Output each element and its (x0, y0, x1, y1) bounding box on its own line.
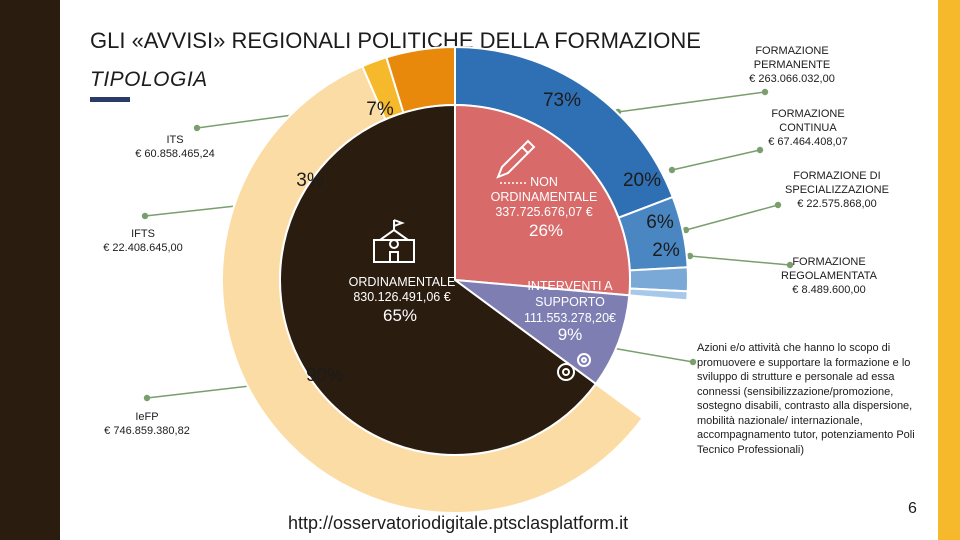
page-subtitle: TIPOLOGIA (90, 68, 208, 91)
interventi-label: INTERVENTI A SUPPORTO 111.553.278,20€ (508, 278, 632, 326)
leader-line-formazione-permanente (617, 91, 766, 113)
leader-dot-formazione-permanente-1 (761, 88, 769, 96)
iefp-amount: € 746.859.380,82 (104, 425, 190, 437)
leader-dot-its-1 (193, 124, 201, 132)
percent-labels: 73% 20% 6% 2% 90% 3% 7% (296, 90, 680, 386)
ifts-amount: € 22.408.645,00 (103, 242, 183, 254)
leader-line-formazione-di-specializzazione (685, 204, 779, 231)
ordinamentale-pct: 65% (382, 306, 418, 325)
outer-slice-formazione-regolamentata (628, 287, 689, 302)
regolamentata-amount: € 8.489.600,00 (792, 284, 866, 296)
ordinamentale-amount: 830.126.491,06 € (353, 290, 451, 304)
interventi-name: INTERVENTI A SUPPORTO (527, 279, 613, 309)
pct-label-formazione-continua: 20% (623, 170, 661, 191)
pct-label-formazione-di-specializzazione: 6% (646, 212, 674, 233)
non-ordinamentale-amount: 337.725.676,07 € (495, 205, 593, 219)
pct-label-formazione-regolamentata: 2% (652, 240, 680, 261)
outer-ring (221, 45, 689, 514)
non-ordinamentale-name: NON ORDINAMENTALE (490, 175, 598, 204)
continua-label: FORMAZIONE CONTINUA € 67.464.408,07 (756, 107, 860, 149)
continua-name: FORMAZIONE CONTINUA (771, 108, 845, 134)
leader-dot-formazione-continua-1 (756, 146, 764, 154)
interventi-amount: 111.553.278,20€ (524, 311, 616, 325)
ordinamentale-name: ORDINAMENTALE (348, 275, 456, 289)
specializzazione-name: FORMAZIONE DI SPECIALIZZAZIONE (785, 170, 889, 196)
segment-icons (373, 139, 591, 381)
gears-icon (557, 353, 591, 381)
permanente-name: FORMAZIONE PERMANENTE (753, 45, 831, 71)
regolamentata-name: FORMAZIONE REGOLAMENTATA (781, 256, 877, 282)
iefp-name: IeFP (135, 411, 159, 423)
its-name: ITS (166, 134, 184, 146)
inner-slice-ordinamentale (279, 103, 598, 456)
continua-amount: € 67.464.408,07 (768, 136, 848, 148)
its-amount: € 60.858.465,24 (135, 148, 215, 160)
leader-dot-formazione-di-specializzazione-0 (682, 226, 690, 234)
interventi-description: Azioni e/o attività che hanno lo scopo d… (697, 342, 915, 456)
regolamentata-label: FORMAZIONE REGOLAMENTATA € 8.489.600,00 (767, 255, 891, 297)
interventi-leader-dot-1 (689, 358, 697, 366)
leader-line-formazione-regolamentata (689, 255, 791, 266)
source-url[interactable]: http://osservatoriodigitale.ptsclasplatf… (288, 513, 629, 533)
pct-label-ifts: 3% (296, 170, 324, 191)
specializzazione-label: FORMAZIONE DI SPECIALIZZAZIONE € 22.575.… (773, 169, 901, 211)
leader-dot-formazione-regolamentata-0 (686, 252, 694, 260)
page-number: 6 (908, 500, 917, 517)
specializzazione-amount: € 22.575.868,00 (797, 198, 877, 210)
interventi-leader (611, 347, 694, 363)
school-icon (373, 219, 415, 263)
leader-dot-formazione-regolamentata-1 (786, 261, 794, 269)
interventi-pct: 9% (557, 325, 583, 344)
non-ordinamentale-pct: 26% (528, 221, 564, 240)
non-ordinamentale-label: NON ORDINAMENTALE 337.725.676,07 € (476, 175, 612, 220)
leader-dot-iefp-1 (143, 394, 151, 402)
leader-dot-ifts-1 (141, 212, 149, 220)
page-title: GLI «AVVISI» REGIONALI POLITICHE DELLA F… (90, 28, 701, 53)
pct-label-formazione-permanente: 73% (543, 90, 581, 111)
left-decorative-band (0, 0, 60, 540)
leader-dot-formazione-continua-0 (668, 166, 676, 174)
permanente-label: FORMAZIONE PERMANENTE € 263.066.032,00 (740, 44, 844, 86)
pencil-icon (496, 139, 536, 179)
ordinamentale-label: ORDINAMENTALE 830.126.491,06 € (334, 275, 470, 305)
permanente-amount: € 263.066.032,00 (749, 73, 835, 85)
ifts-label: IFTS € 22.408.645,00 (80, 227, 206, 255)
ifts-name: IFTS (131, 228, 155, 240)
leader-line-formazione-continua (671, 149, 761, 171)
leader-dot-formazione-di-specializzazione-1 (774, 201, 782, 209)
iefp-label: IeFP € 746.859.380,82 (84, 410, 210, 438)
subtitle-accent-bar (90, 97, 130, 102)
inner-ring (279, 103, 631, 456)
right-decorative-band (938, 0, 960, 540)
its-label: ITS € 60.858.465,24 (112, 133, 238, 161)
pct-label-iefp: 90% (306, 365, 344, 386)
inner-slice-non-ordinamentale (454, 103, 631, 297)
outer-slice-formazione-di-specializzazione (628, 266, 689, 293)
pct-label-its: 7% (366, 99, 394, 120)
